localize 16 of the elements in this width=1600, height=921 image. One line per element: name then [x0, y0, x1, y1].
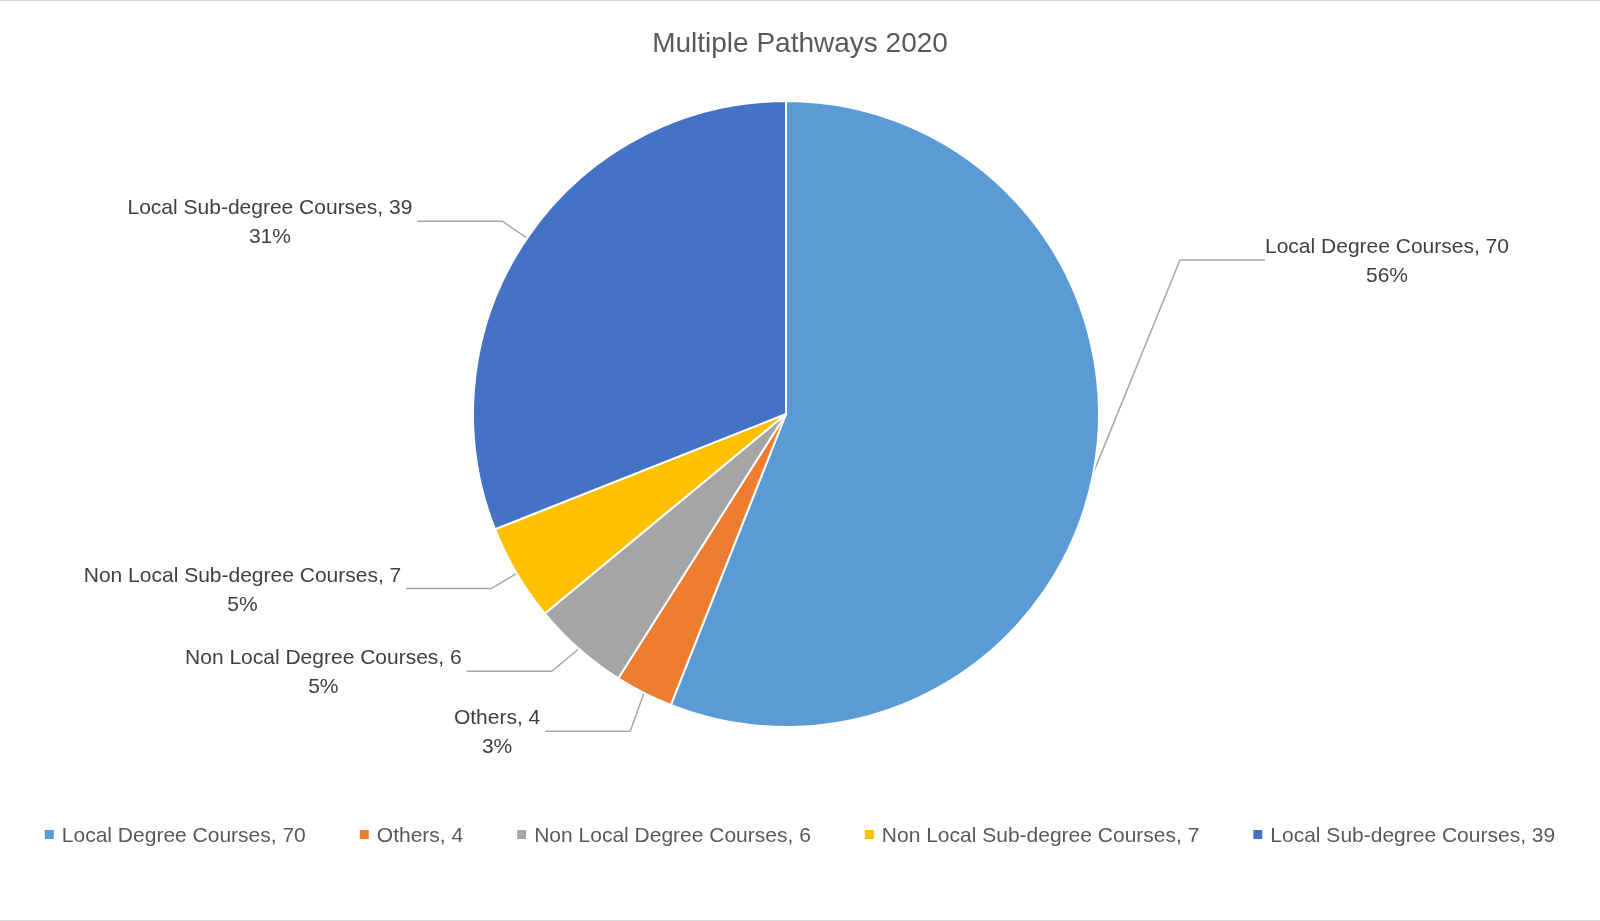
slice-label: Non Local Sub-degree Courses, 7 [83, 562, 402, 586]
slice-label: Local Degree Courses, 70 [1264, 234, 1509, 257]
data-label: 5% [308, 674, 339, 698]
data-label: 5% [227, 591, 258, 615]
data-label: 31% [248, 224, 291, 248]
slice-label: Non Local Degree Courses, 6 [185, 645, 462, 669]
slice-label: Others, 4 [453, 705, 541, 729]
slice-label: Local Sub-degree Courses, 39 [127, 195, 413, 219]
legend-label: Non Local Degree Courses, 6 [534, 823, 811, 846]
legend-label: Non Local Sub-degree Courses, 7 [881, 823, 1200, 846]
chart-title: Multiple Pathways 2020 [652, 26, 948, 58]
legend-label: Others, 4 [376, 823, 464, 846]
data-label: 56% [1365, 263, 1408, 286]
data-label: 3% [481, 734, 513, 758]
legend-label: Local Sub-degree Courses, 39 [1270, 823, 1556, 846]
legend-label: Local Degree Courses, 70 [61, 823, 306, 846]
